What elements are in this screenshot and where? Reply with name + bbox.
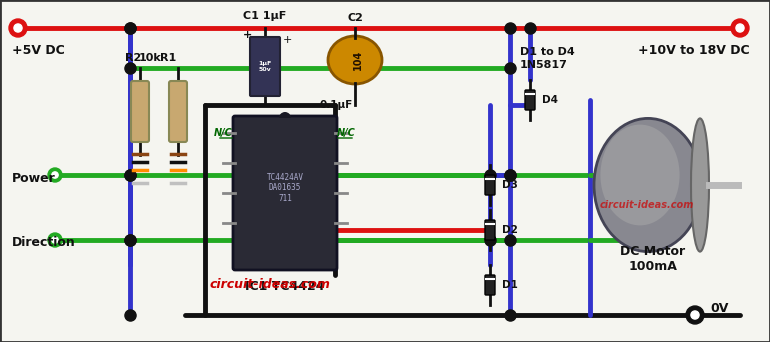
Text: TC4424AV
DA01635
711: TC4424AV DA01635 711	[266, 173, 303, 203]
Text: C2: C2	[347, 13, 363, 23]
Circle shape	[52, 237, 59, 243]
Text: R2: R2	[125, 53, 141, 63]
Text: circuit-ideas.com: circuit-ideas.com	[210, 278, 331, 291]
Text: N/C: N/C	[337, 128, 356, 138]
FancyBboxPatch shape	[525, 90, 535, 110]
Text: +10V to 18V DC: +10V to 18V DC	[638, 43, 750, 56]
Text: +: +	[243, 30, 253, 40]
FancyBboxPatch shape	[250, 37, 280, 96]
Circle shape	[9, 19, 27, 37]
Text: 1µF
50v: 1µF 50v	[259, 61, 272, 72]
Circle shape	[14, 24, 22, 32]
Circle shape	[52, 172, 59, 178]
Wedge shape	[279, 112, 291, 118]
Text: 10k: 10k	[139, 53, 162, 63]
Text: 104: 104	[353, 50, 363, 70]
Ellipse shape	[328, 36, 382, 84]
Text: 1N5817: 1N5817	[520, 60, 568, 70]
Text: +: +	[283, 35, 293, 45]
Text: DC Motor
100mA: DC Motor 100mA	[621, 245, 685, 273]
Circle shape	[48, 233, 62, 247]
Circle shape	[736, 24, 744, 32]
Text: 0V: 0V	[710, 302, 728, 315]
FancyBboxPatch shape	[169, 81, 187, 142]
Circle shape	[686, 306, 704, 324]
FancyBboxPatch shape	[485, 175, 495, 195]
Circle shape	[691, 311, 699, 319]
Text: D3: D3	[502, 180, 518, 190]
Ellipse shape	[601, 124, 680, 225]
FancyBboxPatch shape	[485, 275, 495, 295]
FancyBboxPatch shape	[131, 81, 149, 142]
Text: N/C: N/C	[214, 128, 233, 138]
Text: D4: D4	[542, 95, 558, 105]
Text: 0.1μF: 0.1μF	[320, 100, 353, 110]
Text: D2: D2	[502, 225, 518, 235]
Ellipse shape	[691, 118, 709, 252]
Text: circuit-ideas.com: circuit-ideas.com	[600, 200, 695, 210]
Circle shape	[48, 168, 62, 182]
Text: +5V DC: +5V DC	[12, 43, 65, 56]
FancyBboxPatch shape	[233, 116, 337, 270]
Text: Direction: Direction	[12, 237, 75, 250]
Text: IC1 TC4424: IC1 TC4424	[246, 280, 325, 293]
Text: C1 1μF: C1 1μF	[243, 11, 286, 21]
Text: D1: D1	[502, 280, 518, 290]
Circle shape	[731, 19, 749, 37]
Text: R1: R1	[160, 53, 176, 63]
FancyBboxPatch shape	[485, 220, 495, 240]
Ellipse shape	[594, 118, 702, 252]
Text: Power: Power	[12, 171, 55, 184]
Text: D1 to D4: D1 to D4	[520, 47, 574, 57]
